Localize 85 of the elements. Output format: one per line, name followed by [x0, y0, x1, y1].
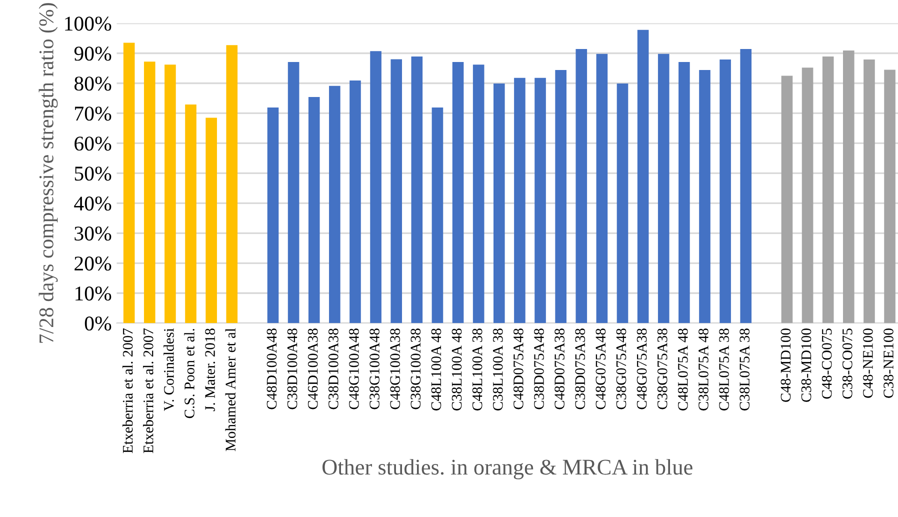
bar — [864, 60, 875, 324]
bar — [596, 54, 608, 324]
x-tick-label: V. Corinaldesi — [164, 328, 174, 412]
x-tick-label: C48L075A 48 — [678, 328, 688, 410]
x-tick-label: C38L075A 38 — [740, 328, 750, 410]
x-tick-label: C48G075A38 — [636, 328, 647, 410]
x-tick-label: C48G100A48 — [349, 328, 359, 410]
x-tick-label: J. Mater. 2018 — [205, 328, 216, 412]
bar — [164, 64, 176, 324]
x-tick-label: C38G100A38 — [410, 328, 421, 410]
bar — [699, 70, 710, 324]
bar — [843, 50, 854, 324]
x-tick-label: C48-MD100 — [780, 328, 791, 402]
x-tick-label: C38G100A48 — [370, 328, 380, 410]
bar — [185, 104, 196, 324]
x-tick-label: C46D100A38 — [308, 328, 318, 410]
y-tick-label: 20% — [74, 256, 112, 271]
x-tick-label: C38L100A 48 — [452, 328, 462, 410]
x-tick-label: C38D100A48 — [287, 328, 298, 410]
x-tick-label: C38L075A 48 — [698, 328, 708, 410]
x-axis-title: Other studies. in orange & MRCA in blue — [322, 459, 692, 480]
x-tick-label: C48G075A48 — [596, 328, 606, 410]
y-tick-label: 30% — [74, 226, 112, 241]
x-tick-label: C.S. Poon et al. — [184, 328, 194, 418]
bar — [740, 49, 752, 324]
bar — [350, 80, 361, 324]
x-tick-label: C38-MD100 — [801, 328, 812, 402]
x-tick-label: Mohamed Amer et al — [225, 328, 236, 452]
bar — [802, 68, 814, 324]
bar — [637, 30, 649, 324]
x-tick-label: Etxeberria et al. 2007 — [143, 328, 154, 454]
x-tick-label: C38-CO075 — [842, 328, 852, 399]
x-tick-label: C38G075A48 — [616, 328, 626, 410]
y-tick-label: 0% — [84, 316, 112, 331]
x-tick-label: C48-CO075 — [822, 328, 832, 399]
x-tick-label: C38D075A48 — [534, 328, 544, 410]
bar — [555, 70, 566, 324]
x-tick-label: C48G100A38 — [390, 328, 400, 410]
y-axis-title: 7/28 days compressive strength ratio (%) — [38, 3, 58, 343]
x-tick-label: C48L075A 38 — [719, 328, 729, 410]
bar — [534, 78, 546, 324]
bar — [432, 108, 444, 324]
bar — [658, 54, 670, 324]
x-tick-label: C48L100A 48 — [431, 328, 442, 410]
bar — [288, 62, 300, 324]
bar — [226, 45, 238, 324]
x-tick-label: C48D075A38 — [554, 328, 564, 410]
bar — [472, 64, 484, 324]
y-tick-label: 50% — [74, 166, 112, 181]
bar — [308, 97, 320, 324]
y-tick-label: 70% — [75, 106, 112, 121]
y-tick-label: 90% — [74, 46, 112, 61]
bar — [514, 78, 526, 324]
bar — [452, 62, 464, 324]
bar — [144, 62, 156, 324]
bar — [411, 56, 423, 324]
bar — [884, 70, 896, 324]
y-tick-label: 40% — [74, 196, 112, 211]
bar — [370, 51, 382, 324]
bar — [576, 49, 588, 324]
x-tick-label: C48-NE100 — [863, 328, 873, 398]
y-tick-label: 100% — [65, 16, 112, 31]
bar — [329, 86, 340, 324]
x-tick-label: C38G075A38 — [657, 328, 668, 410]
x-tick-label: C48D100A48 — [266, 328, 277, 410]
bar — [678, 62, 690, 324]
bar — [822, 56, 834, 324]
y-tick-label: 80% — [74, 76, 112, 91]
x-tick-label: C48D075A48 — [514, 328, 524, 410]
bar — [123, 42, 135, 324]
y-tick-label: 60% — [74, 136, 112, 151]
y-tick-label: 10% — [76, 286, 112, 301]
bar — [781, 76, 793, 324]
bar — [267, 108, 279, 324]
x-tick-label: C38D075A38 — [575, 328, 586, 410]
x-tick-label: C38D100A38 — [328, 328, 338, 410]
bar — [720, 60, 731, 324]
x-tick-label: C38-NE100 — [884, 328, 894, 398]
bar — [390, 59, 402, 324]
bar — [616, 84, 628, 324]
x-tick-label: C48L100A 38 — [472, 328, 482, 410]
bar — [493, 84, 505, 324]
x-tick-label: C38L100A 38 — [492, 328, 503, 410]
x-tick-label: Etxeberria et al. 2007 — [122, 328, 133, 454]
bar — [206, 118, 217, 324]
